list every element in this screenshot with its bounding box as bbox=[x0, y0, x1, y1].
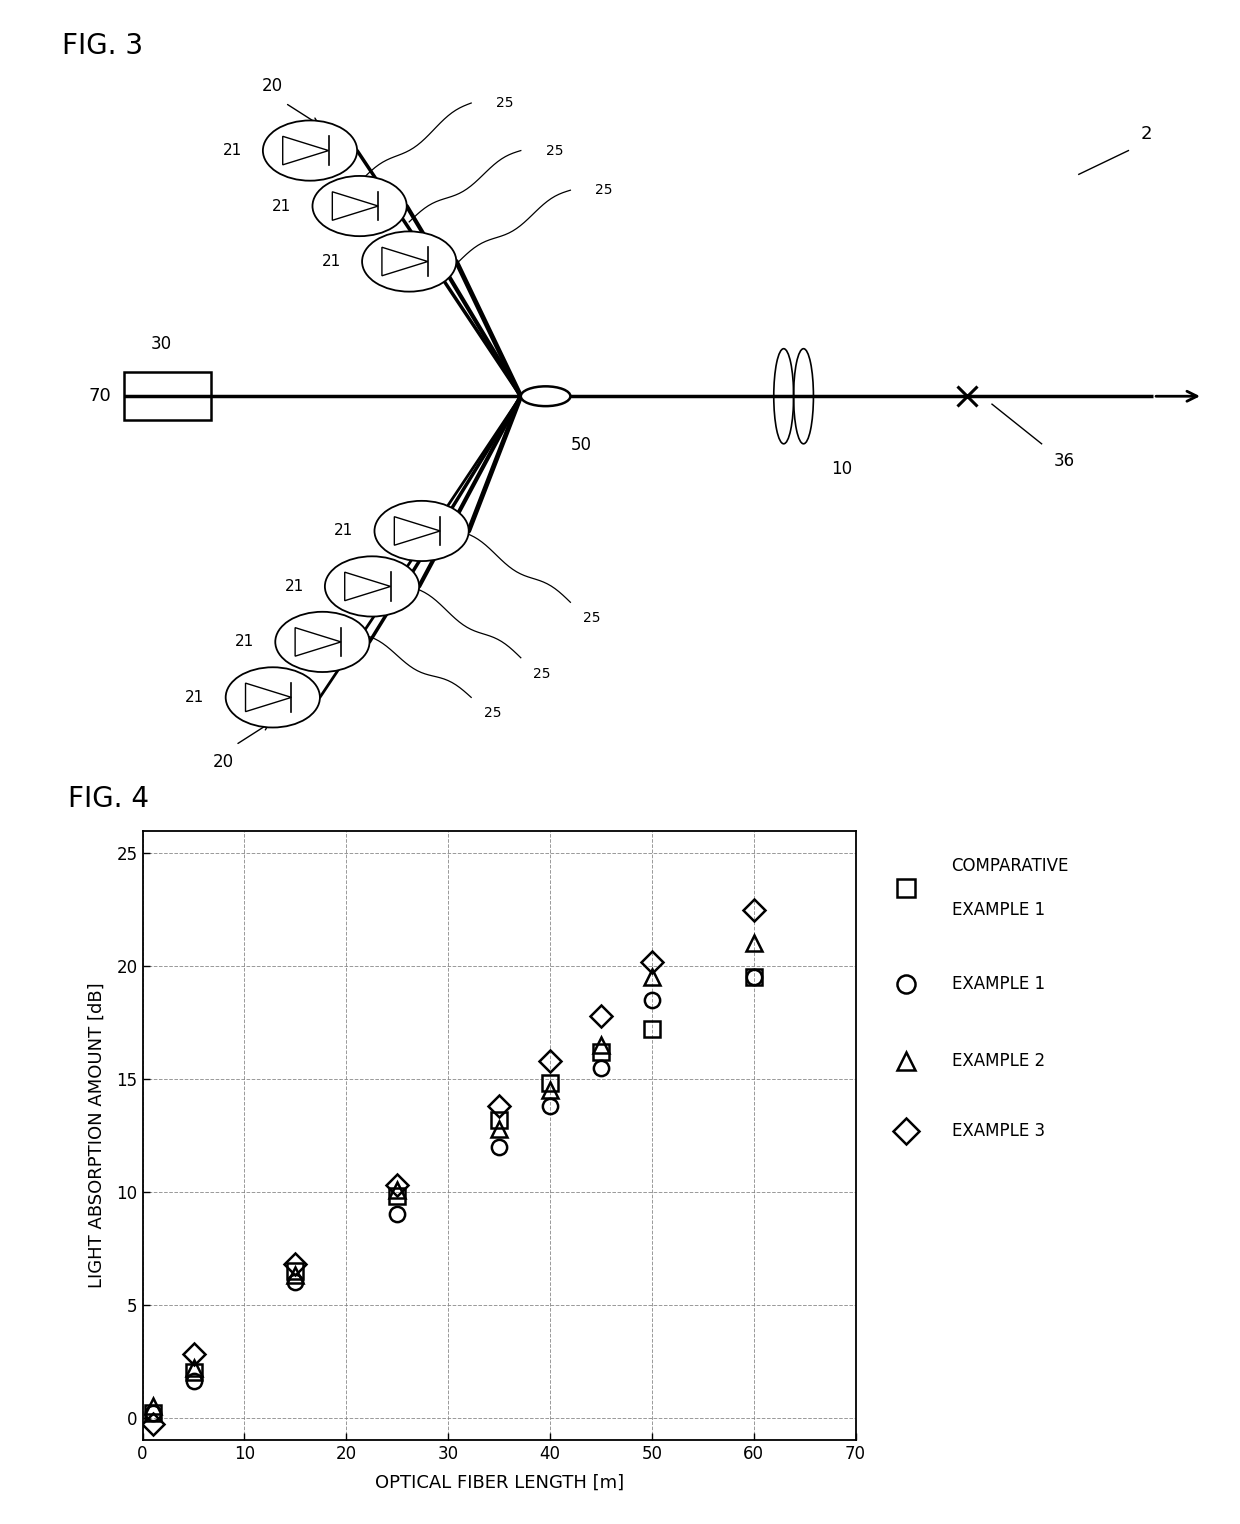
Text: 25: 25 bbox=[595, 183, 613, 197]
Text: 21: 21 bbox=[185, 690, 205, 706]
Circle shape bbox=[362, 232, 456, 291]
Circle shape bbox=[263, 120, 357, 181]
Text: 25: 25 bbox=[533, 666, 551, 681]
Bar bbox=[124, 372, 211, 421]
Text: 20: 20 bbox=[212, 753, 234, 771]
X-axis label: OPTICAL FIBER LENGTH [m]: OPTICAL FIBER LENGTH [m] bbox=[374, 1474, 624, 1492]
Text: EXAMPLE 1: EXAMPLE 1 bbox=[951, 975, 1045, 994]
Text: 25: 25 bbox=[546, 143, 563, 157]
Text: 10: 10 bbox=[831, 460, 852, 477]
Text: EXAMPLE 1: EXAMPLE 1 bbox=[951, 901, 1045, 919]
Text: 36: 36 bbox=[1054, 451, 1075, 469]
Circle shape bbox=[312, 175, 407, 236]
Text: 25: 25 bbox=[484, 706, 501, 721]
Y-axis label: LIGHT ABSORPTION AMOUNT [dB]: LIGHT ABSORPTION AMOUNT [dB] bbox=[88, 983, 105, 1288]
Text: 21: 21 bbox=[284, 579, 304, 594]
Circle shape bbox=[325, 556, 419, 617]
Text: 21: 21 bbox=[234, 634, 254, 649]
Text: FIG. 4: FIG. 4 bbox=[68, 785, 149, 812]
Text: 30: 30 bbox=[150, 335, 172, 352]
Text: FIG. 3: FIG. 3 bbox=[62, 32, 143, 59]
Text: COMPARATIVE: COMPARATIVE bbox=[951, 858, 1069, 875]
Circle shape bbox=[374, 501, 469, 561]
Ellipse shape bbox=[521, 387, 570, 405]
Text: 21: 21 bbox=[321, 255, 341, 270]
Text: 25: 25 bbox=[496, 96, 513, 110]
Text: 21: 21 bbox=[222, 143, 242, 158]
Text: 2: 2 bbox=[1141, 125, 1152, 143]
Text: 25: 25 bbox=[583, 611, 600, 625]
Text: 21: 21 bbox=[334, 523, 353, 538]
Text: 20: 20 bbox=[262, 78, 284, 94]
Text: EXAMPLE 3: EXAMPLE 3 bbox=[951, 1122, 1045, 1140]
Circle shape bbox=[275, 611, 370, 672]
Text: 70: 70 bbox=[89, 387, 112, 405]
Circle shape bbox=[226, 668, 320, 727]
Text: EXAMPLE 2: EXAMPLE 2 bbox=[951, 1052, 1045, 1070]
Text: 21: 21 bbox=[272, 198, 291, 213]
Text: 50: 50 bbox=[570, 436, 591, 454]
